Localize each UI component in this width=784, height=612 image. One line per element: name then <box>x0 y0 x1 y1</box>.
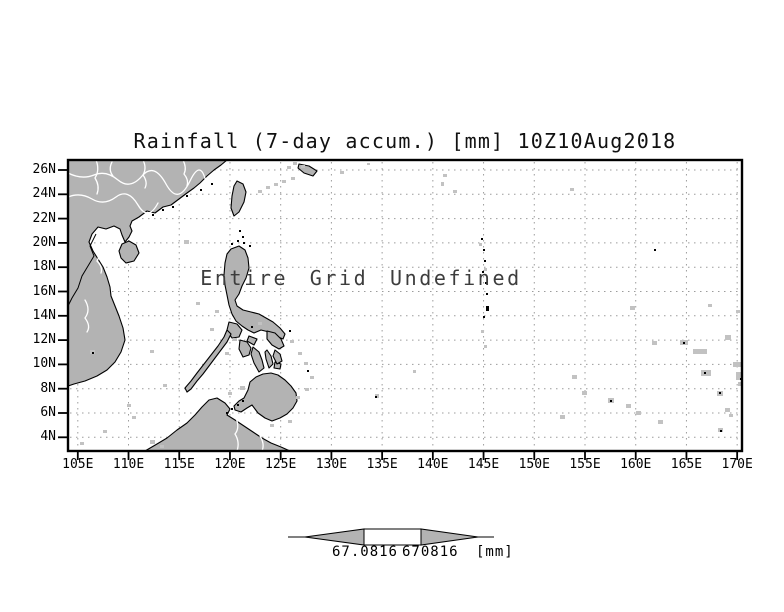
country-border-lines <box>67 233 97 307</box>
land-hainan <box>118 240 140 264</box>
x-axis-label: 135E <box>366 457 398 472</box>
axis-ticks <box>58 169 739 460</box>
x-axis-label: 170E <box>721 457 753 472</box>
y-axis-label: 24N <box>32 186 56 202</box>
land-masbate <box>246 335 258 346</box>
x-axis-label: 165E <box>670 457 703 472</box>
y-axis-label: 8N <box>40 380 56 396</box>
gridlines <box>70 162 740 449</box>
colorbar-left-arrow <box>304 528 365 546</box>
x-axis-label: 160E <box>620 457 652 472</box>
x-axis-label: 115E <box>163 457 195 472</box>
land-negros <box>250 346 265 373</box>
y-axis-label: 20N <box>32 234 56 250</box>
land-samar <box>266 330 285 350</box>
y-axis-label: 6N <box>40 405 56 420</box>
y-axis-label: 10N <box>32 356 56 372</box>
colorbar-min-label: 67.0816 <box>331 544 398 560</box>
x-axis-label: 140E <box>417 457 449 472</box>
plot-frame <box>66 158 744 453</box>
x-axis-label: 155E <box>569 457 601 472</box>
land-mindanao <box>233 372 298 422</box>
land-borneo <box>144 397 291 452</box>
colorbar <box>288 528 494 546</box>
y-axis-label: 16N <box>32 283 56 299</box>
land-leyte <box>272 349 283 365</box>
y-axis-label: 26N <box>32 162 56 177</box>
river-lines <box>67 159 264 452</box>
x-axis-label: 130E <box>315 457 348 472</box>
y-axis-label: 18N <box>32 259 56 275</box>
y-axis-label: 14N <box>32 307 56 323</box>
land-cebu <box>264 349 274 369</box>
undefined-grid-message: Entire Grid Undefined <box>200 266 522 290</box>
colorbar-units-label: [mm] <box>476 544 514 560</box>
x-axis-label: 145E <box>467 457 500 472</box>
plot-title: Rainfall (7-day accum.) [mm] 10Z10Aug201… <box>133 129 677 153</box>
x-axis-label: 125E <box>265 457 297 472</box>
y-axis-label: 22N <box>32 210 56 226</box>
colorbar-max-label: 670816 <box>402 544 459 560</box>
land-luzon <box>223 245 286 340</box>
y-axis-label: 4N <box>40 429 56 445</box>
land-taiwan <box>230 180 247 217</box>
island-specks <box>80 162 742 448</box>
landmasses <box>67 159 318 452</box>
land-okinawa <box>297 163 318 177</box>
colorbar-right-arrow <box>420 528 479 546</box>
land-china-indochina <box>67 159 228 387</box>
x-axis-label: 105E <box>62 457 94 472</box>
land-panay <box>238 339 252 358</box>
colorbar-mid-box <box>363 528 422 546</box>
x-axis-label: 150E <box>518 457 550 472</box>
x-axis-label: 120E <box>214 457 246 472</box>
y-axis-label: 12N <box>32 332 56 348</box>
land-palawan <box>184 329 232 393</box>
x-axis-label: 110E <box>112 457 145 472</box>
